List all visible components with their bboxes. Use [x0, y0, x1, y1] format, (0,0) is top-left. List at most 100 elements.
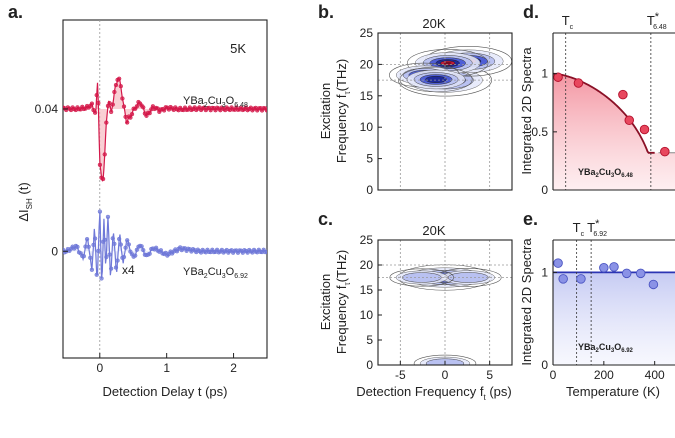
panel-d-data-point	[553, 72, 563, 82]
panel-a-data-point	[109, 109, 114, 115]
panel-d-fit-line	[552, 72, 655, 154]
panel-b-contour	[425, 75, 447, 84]
panel-a-series-fill	[63, 78, 267, 181]
panel-e-series-label: YBa2Cu3O6.92	[578, 342, 634, 354]
panel-a-data-point	[147, 111, 152, 116]
panel-a-y-axis-label: ΔISH (t)	[16, 182, 34, 221]
panel-a-data-point	[107, 252, 112, 257]
panel-a-chart: 0 1 2 0 0.04 5K x4 YBa2Cu3O6.48 YBa2Cu3O6.92…	[16, 19, 268, 399]
panel-a-data-point	[104, 254, 109, 260]
panel-c-y-tick-label: 5	[366, 333, 373, 347]
panel-a-data-point	[110, 236, 115, 241]
panel-e-vline-label: Tc	[573, 220, 585, 238]
panel-a-data-point	[96, 100, 101, 106]
panel-c-y-axis-label-2: Frequency fτ(THz)	[334, 250, 352, 354]
panel-a-data-point	[92, 236, 98, 241]
panel-e-x-tick-label: 400	[645, 368, 665, 382]
panel-d-y-tick-label: 0	[541, 183, 548, 197]
panel-a-x-tick-label: 2	[230, 361, 237, 375]
panel-b-y-tick-label: 20	[360, 57, 374, 71]
panel-a-data-point	[94, 272, 99, 277]
panel-e-data-point	[648, 279, 659, 290]
panel-a-data-point	[104, 120, 109, 125]
panel-e-y-tick-label: 1	[541, 265, 548, 279]
panel-e-fill	[553, 272, 675, 365]
panel-e-vline-label: T* 6.92	[587, 218, 607, 238]
panel-c-heatmap	[389, 264, 502, 365]
panel-a-data-point	[75, 244, 80, 250]
panel-e-data-point	[576, 274, 586, 284]
panel-d-ticks: 00.51	[531, 67, 557, 197]
panel-d-y-tick-label: 1	[541, 67, 548, 81]
panel-a-data-point	[110, 102, 115, 107]
panel-d-chart: Tc T* 6.48 00.51 YBa2Cu3O6.48 Integrated 2…	[519, 11, 675, 197]
panel-a-data-point	[121, 104, 127, 109]
panel-e-data-point	[599, 263, 609, 273]
panel-a-data-point	[121, 254, 127, 260]
panel-a-title: 5K	[230, 41, 246, 56]
panel-a-series-line	[63, 77, 267, 182]
panel-c-y-tick-label: 0	[366, 358, 373, 372]
panel-b-heatmap	[389, 46, 512, 97]
panel-e-y-tick-label: 0	[541, 358, 548, 372]
panel-a-x-tick-label: 1	[163, 361, 170, 375]
panel-a-data-point	[147, 251, 152, 256]
panel-a-data-point	[141, 247, 146, 253]
panel-e-data-point	[609, 262, 619, 272]
panel-a-data-point	[264, 108, 267, 113]
panel-c-frame	[377, 239, 513, 366]
panel-a-data-point	[141, 105, 146, 110]
panel-b-y-axis-label-2: Frequency fτ(THz)	[334, 59, 352, 163]
panel-a-series-label-red: YBa2Cu3O6.48	[183, 95, 248, 109]
panel-d-data-point	[624, 115, 635, 125]
panel-label-a: a.	[8, 2, 23, 22]
panel-d-data-point	[660, 146, 670, 157]
panel-a-data-point	[100, 176, 106, 182]
panel-a-data-point	[96, 248, 101, 254]
panel-a-data-point	[89, 267, 95, 272]
panel-b-chart: 20K 0 5 10 15 20 25 Excitation Frequency fτ(T…	[318, 16, 513, 197]
panel-a-data-point	[86, 244, 91, 249]
panel-a-data-point	[94, 92, 99, 98]
panel-a-data-point	[126, 242, 131, 247]
panel-a-data-point	[125, 238, 130, 243]
panel-c-x-tick-label: -5	[395, 368, 406, 382]
panel-e-x-tick-label: 0	[550, 368, 557, 382]
panel-e-data-point	[621, 268, 632, 279]
panel-d-points	[553, 72, 670, 157]
panel-b-contour	[399, 66, 473, 93]
panel-a-data-point	[113, 265, 119, 270]
panel-c-chart: 20K 0 5 10 15 20 25 -5 0 5 Excitation Frequency …	[318, 223, 513, 402]
panel-a-data-point	[99, 276, 104, 281]
panel-d-fill	[553, 73, 675, 190]
panel-a-y-tick-label: 0.04	[35, 102, 59, 116]
panel-a-data-point	[102, 237, 107, 242]
panel-c-gridlines	[378, 240, 512, 365]
panel-c-y-axis-label: Excitation	[318, 274, 333, 330]
panel-a-annotation: x4	[122, 263, 135, 277]
panel-a-data-point	[97, 162, 103, 167]
panel-b-y-tick-label: 25	[360, 26, 374, 40]
panel-a-data-point	[129, 111, 135, 117]
panel-c-contour	[413, 354, 477, 365]
panel-a-data-point	[264, 249, 267, 254]
panel-label-c: c.	[318, 209, 333, 229]
panel-a-data-point	[120, 96, 125, 101]
panel-a-x-tick-label: 0	[96, 361, 103, 375]
panel-a-data-point	[91, 242, 96, 248]
panel-label-d: d.	[523, 2, 539, 22]
panel-a-data-point	[84, 236, 90, 242]
panel-c-ticks: 0 5 10 15 20 25 -5 0 5	[360, 233, 494, 382]
panel-a-x-axis-label: Detection Delay t (ps)	[103, 384, 228, 399]
panel-d-series-label: YBa2Cu3O6.48	[578, 167, 634, 179]
panel-e-data-point	[635, 268, 646, 279]
panel-a-data-point	[105, 214, 111, 220]
panel-b-y-tick-label: 10	[360, 120, 374, 134]
panel-e-x-tick-label: 200	[594, 368, 614, 382]
panel-a-data-point	[139, 244, 144, 249]
panel-e-data-point	[553, 258, 563, 268]
panel-a-data-point	[97, 209, 103, 214]
panel-b-y-tick-label: 15	[360, 89, 374, 103]
panel-a-data-point	[89, 101, 95, 106]
panel-d-area-fill	[553, 73, 675, 190]
